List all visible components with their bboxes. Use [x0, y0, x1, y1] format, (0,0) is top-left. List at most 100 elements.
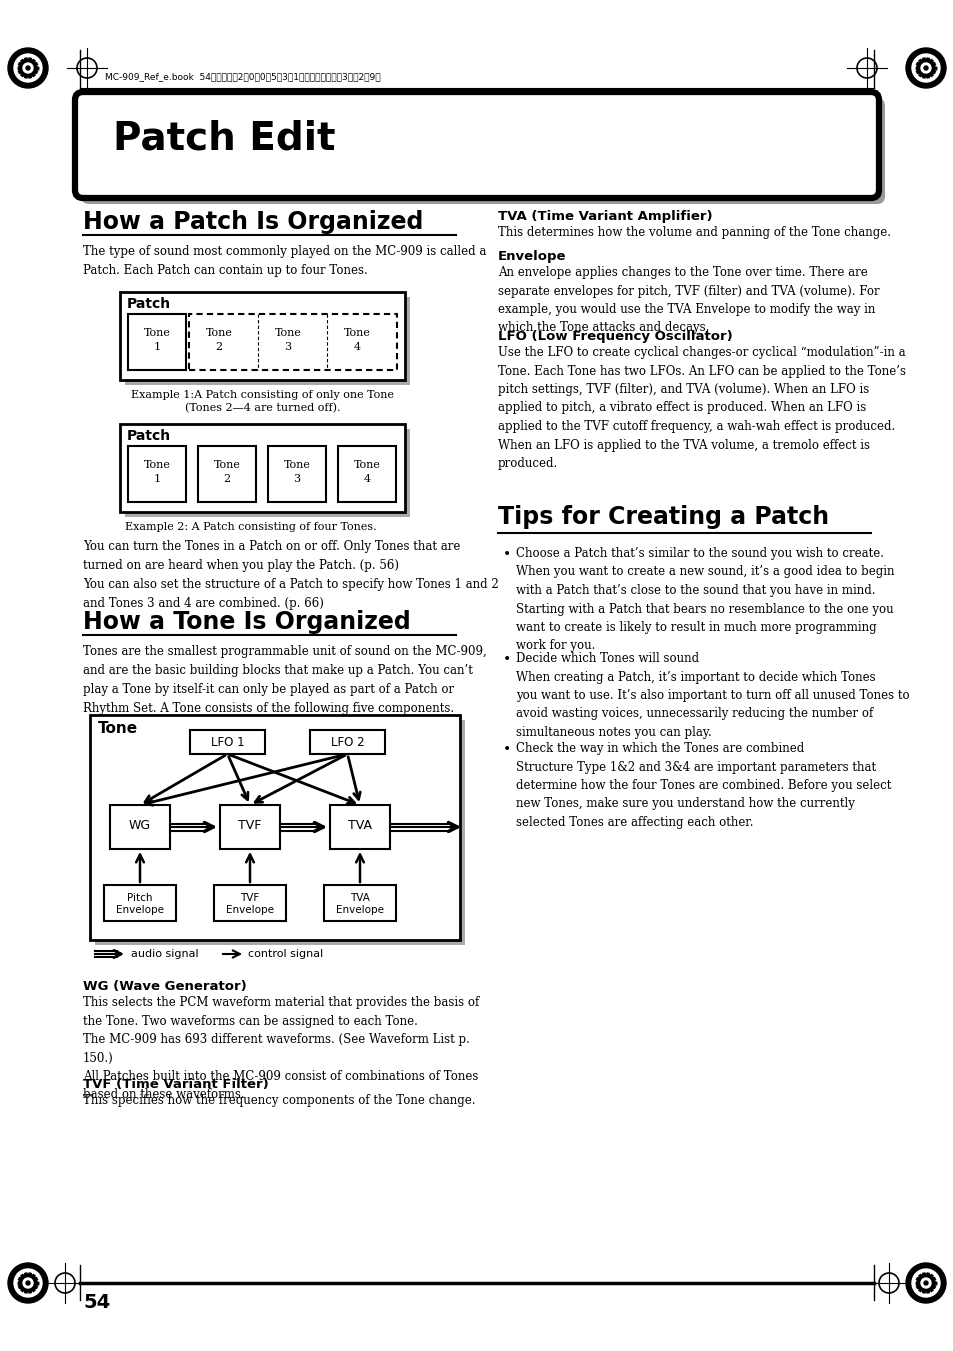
Text: Check the way in which the Tones are combined
Structure Type 1&2 and 3&4 are imp: Check the way in which the Tones are com…	[516, 742, 890, 830]
Text: LFO 1: LFO 1	[211, 736, 244, 748]
Circle shape	[14, 54, 42, 82]
Bar	[125, 297, 410, 385]
Circle shape	[26, 1281, 30, 1285]
Text: 1: 1	[153, 342, 160, 353]
Bar	[95, 720, 464, 944]
Text: 2: 2	[223, 474, 231, 484]
Circle shape	[911, 1269, 939, 1297]
Text: Tone: Tone	[354, 459, 380, 470]
Text: Decide which Tones will sound
When creating a Patch, it’s important to decide wh: Decide which Tones will sound When creat…	[516, 653, 908, 739]
Text: Example 2: A Patch consisting of four Tones.: Example 2: A Patch consisting of four To…	[125, 521, 376, 532]
Bar	[104, 885, 175, 921]
Text: You can turn the Tones in a Patch on or off. Only Tones that are
turned on are h: You can turn the Tones in a Patch on or …	[83, 540, 498, 611]
Text: TVF (Time Variant Filter): TVF (Time Variant Filter)	[83, 1078, 269, 1092]
Text: 2: 2	[215, 342, 222, 353]
Text: TVA: TVA	[350, 893, 370, 902]
Bar	[120, 292, 405, 380]
Text: MC-909_Ref_e.book  54ページ・・2・0・0・5年3月1日・火曜日・午後3時・2・9分: MC-909_Ref_e.book 54ページ・・2・0・0・5年3月1日・火曜…	[105, 72, 380, 81]
Circle shape	[8, 49, 48, 88]
Text: This determines how the volume and panning of the Tone change.: This determines how the volume and panni…	[497, 226, 890, 239]
Text: Tips for Creating a Patch: Tips for Creating a Patch	[497, 505, 828, 530]
Bar	[268, 446, 326, 503]
Text: How a Tone Is Organized: How a Tone Is Organized	[83, 611, 411, 634]
Text: TVF: TVF	[240, 893, 259, 902]
Text: LFO (Low Frequency Oscillator): LFO (Low Frequency Oscillator)	[497, 330, 732, 343]
Text: 54: 54	[83, 1293, 111, 1312]
Bar	[330, 805, 390, 848]
Bar	[190, 730, 265, 754]
Circle shape	[23, 63, 33, 73]
Circle shape	[923, 66, 927, 70]
Bar	[220, 805, 280, 848]
Text: How a Patch Is Organized: How a Patch Is Organized	[83, 209, 423, 234]
Circle shape	[911, 54, 939, 82]
Text: •: •	[502, 742, 511, 757]
Text: 3: 3	[294, 474, 300, 484]
Text: 3: 3	[284, 342, 292, 353]
Text: Use the LFO to create cyclical changes-or cyclical “modulation”-in a
Tone. Each : Use the LFO to create cyclical changes-o…	[497, 346, 905, 470]
Text: Envelope: Envelope	[335, 905, 384, 915]
Bar	[128, 313, 186, 370]
Circle shape	[8, 1263, 48, 1302]
Text: Tone: Tone	[98, 721, 138, 736]
Bar	[310, 730, 385, 754]
Circle shape	[916, 59, 934, 77]
Bar	[189, 313, 396, 370]
Text: Patch Edit: Patch Edit	[112, 120, 335, 158]
Text: Tone: Tone	[283, 459, 310, 470]
Text: •: •	[502, 653, 511, 666]
Text: (Tones 2—4 are turned off).: (Tones 2—4 are turned off).	[185, 403, 340, 413]
Circle shape	[19, 1274, 37, 1292]
Circle shape	[923, 1281, 927, 1285]
FancyBboxPatch shape	[81, 99, 884, 204]
Text: Example 1:A Patch consisting of only one Tone: Example 1:A Patch consisting of only one…	[131, 390, 394, 400]
Text: 1: 1	[153, 474, 160, 484]
Text: Patch: Patch	[127, 430, 171, 443]
Bar	[198, 446, 255, 503]
Bar	[120, 424, 405, 512]
Circle shape	[23, 1278, 33, 1288]
Text: TVA: TVA	[348, 819, 372, 832]
Circle shape	[905, 49, 945, 88]
Text: 4: 4	[363, 474, 370, 484]
Text: Tone: Tone	[143, 459, 171, 470]
Text: An envelope applies changes to the Tone over time. There are
separate envelopes : An envelope applies changes to the Tone …	[497, 266, 879, 335]
Text: The type of sound most commonly played on the MC-909 is called a
Patch. Each Pat: The type of sound most commonly played o…	[83, 245, 486, 277]
Text: WG (Wave Generator): WG (Wave Generator)	[83, 979, 247, 993]
Text: 4: 4	[353, 342, 360, 353]
Circle shape	[920, 63, 930, 73]
Text: This specifies how the frequency components of the Tone change.: This specifies how the frequency compone…	[83, 1094, 475, 1106]
Circle shape	[19, 59, 37, 77]
Bar	[90, 715, 459, 940]
Bar	[324, 885, 395, 921]
Text: LFO 2: LFO 2	[331, 736, 364, 748]
Text: Patch: Patch	[127, 297, 171, 311]
Text: Envelope: Envelope	[226, 905, 274, 915]
Text: Tone: Tone	[274, 328, 301, 338]
Text: Tone: Tone	[205, 328, 233, 338]
Circle shape	[920, 1278, 930, 1288]
Circle shape	[26, 66, 30, 70]
Bar	[128, 446, 186, 503]
Bar	[125, 430, 410, 517]
Text: Tone: Tone	[143, 328, 171, 338]
Text: WG: WG	[129, 819, 151, 832]
Text: audio signal: audio signal	[131, 948, 198, 959]
Text: •: •	[502, 547, 511, 561]
Text: Tones are the smallest programmable unit of sound on the MC-909,
and are the bas: Tones are the smallest programmable unit…	[83, 644, 486, 715]
FancyBboxPatch shape	[75, 92, 878, 199]
Text: This selects the PCM waveform material that provides the basis of
the Tone. Two : This selects the PCM waveform material t…	[83, 996, 478, 1101]
Bar	[110, 805, 170, 848]
Text: TVA (Time Variant Amplifier): TVA (Time Variant Amplifier)	[497, 209, 712, 223]
Text: TVF: TVF	[238, 819, 261, 832]
Text: control signal: control signal	[248, 948, 323, 959]
Text: Tone: Tone	[213, 459, 240, 470]
Text: Choose a Patch that’s similar to the sound you wish to create.
When you want to : Choose a Patch that’s similar to the sou…	[516, 547, 894, 653]
Circle shape	[905, 1263, 945, 1302]
Bar	[337, 446, 395, 503]
Bar	[213, 885, 286, 921]
Text: Envelope: Envelope	[116, 905, 164, 915]
Text: Tone: Tone	[343, 328, 370, 338]
Text: Pitch: Pitch	[127, 893, 152, 902]
Text: Envelope: Envelope	[497, 250, 566, 263]
